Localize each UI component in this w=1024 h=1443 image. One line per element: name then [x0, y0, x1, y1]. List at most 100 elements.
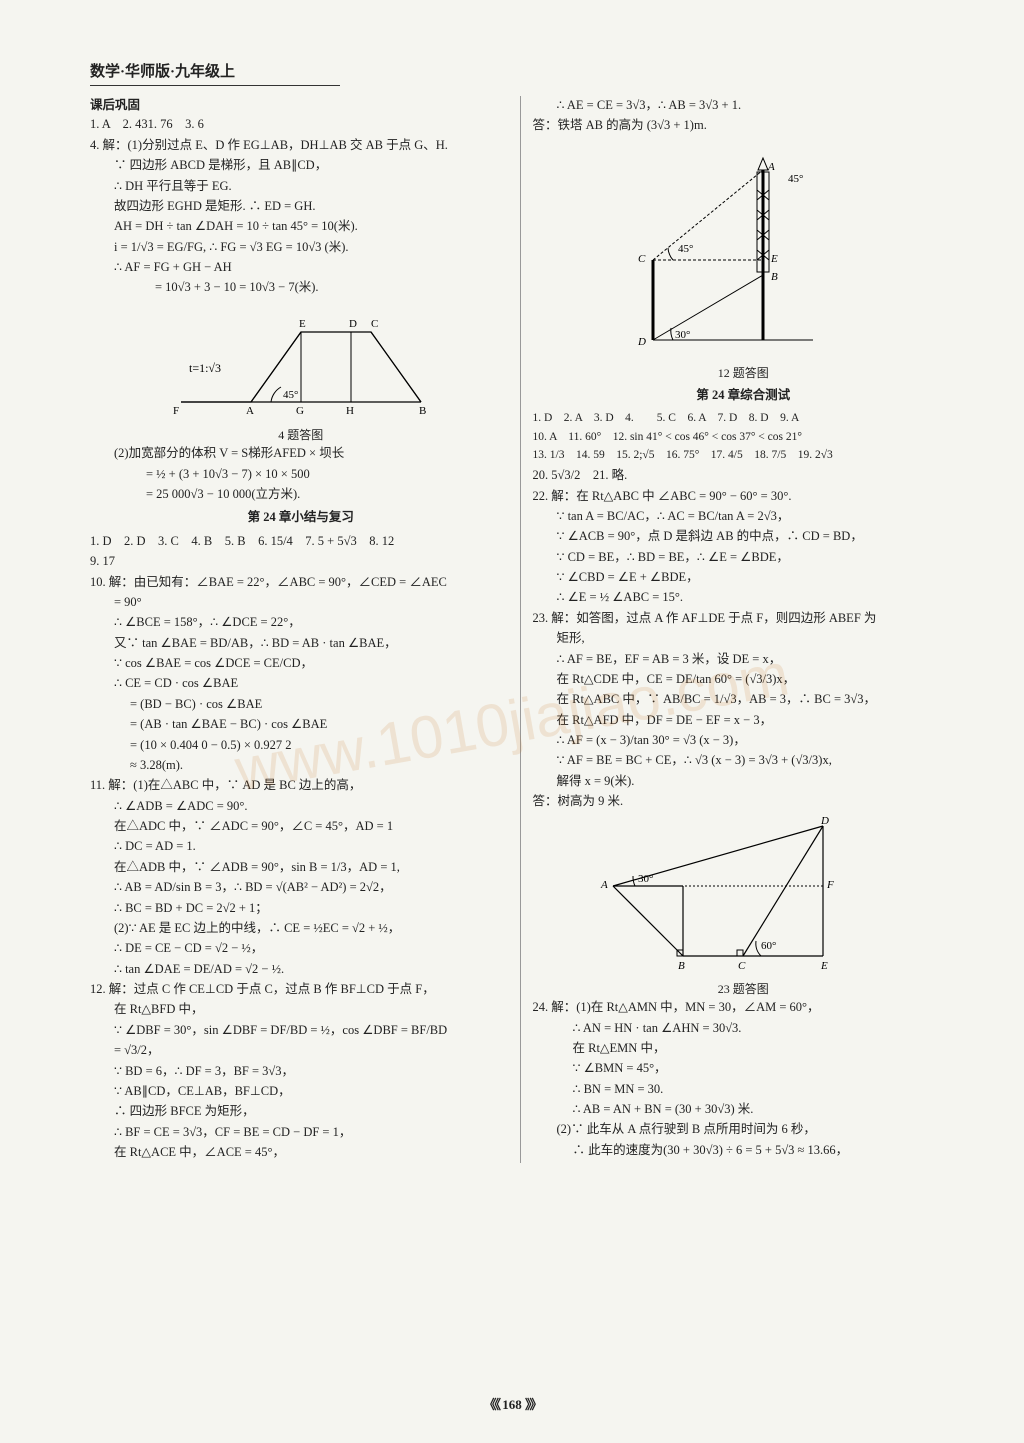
figure-4-label: 4 题答图 [90, 426, 512, 445]
svg-text:60°: 60° [761, 940, 776, 952]
step: = (AB · tan ∠BAE − BC) · cos ∠BAE [90, 715, 512, 734]
answer-line: 13. 1/3 14. 59 15. 2;√5 16. 75° 17. 4/5 … [533, 447, 955, 465]
step: ∵ AB∥CD，CE⊥AB，BF⊥CD， [90, 1082, 512, 1101]
answer-line: 1. A 2. 431. 76 3. 6 [90, 115, 512, 134]
figure-12-label: 12 题答图 [533, 364, 955, 383]
svg-text:E: E [299, 318, 306, 330]
svg-text:C: C [638, 253, 646, 265]
svg-text:E: E [770, 253, 778, 265]
section-title: 第 24 章小结与复习 [90, 508, 512, 527]
step: 在 Rt△ACE 中，∠ACE = 45°， [90, 1143, 512, 1162]
svg-text:30°: 30° [638, 873, 653, 885]
answer-line: 9. 17 [90, 552, 512, 571]
answer-line: 20. 5√3/2 21. 略. [533, 466, 955, 485]
step: 解得 x = 9(米). [533, 772, 955, 791]
step: = 10√3 + 3 − 10 = 10√3 − 7(米). [90, 278, 512, 297]
solution-line: 24. 解：(1)在 Rt△AMN 中，MN = 30，∠AM = 60°， [533, 998, 955, 1017]
step: ∴ DC = AD = 1. [90, 837, 512, 856]
left-column: 课后巩固 1. A 2. 431. 76 3. 6 4. 解：(1)分别过点 E… [90, 96, 521, 1163]
step: = (BD − BC) · cos ∠BAE [90, 695, 512, 714]
svg-text:A: A [246, 405, 254, 417]
step: ∴ DH 平行且等于 EG. [90, 177, 512, 196]
answer-line: 答：树高为 9 米. [533, 792, 955, 811]
step: ∵ BD = 6，∴ DF = 3，BF = 3√3， [90, 1062, 512, 1081]
svg-text:E: E [820, 960, 828, 972]
step: (2)∵ AE 是 EC 边上的中线，∴ CE = ½EC = √2 + ½， [90, 919, 512, 938]
solution-line: 4. 解：(1)分别过点 E、D 作 EG⊥AB，DH⊥AB 交 AB 于点 G… [90, 136, 512, 155]
svg-text:D: D [820, 816, 829, 827]
step: ∵ cos ∠BAE = cos ∠DCE = CE/CD， [90, 654, 512, 673]
step: ∴ BN = MN = 30. [533, 1080, 955, 1099]
step: ∴ ∠ADB = ∠ADC = 90°. [90, 797, 512, 816]
step: ∴ BF = CE = 3√3，CF = BE = CD − DF = 1， [90, 1123, 512, 1142]
svg-text:30°: 30° [675, 329, 690, 341]
svg-text:t=1:√3: t=1:√3 [189, 361, 221, 375]
step: ∵ ∠DBF = 30°，sin ∠DBF = DF/BD = ½，cos ∠D… [90, 1021, 512, 1040]
step: 在△ADB 中，∵ ∠ADB = 90°，sin B = 1/3，AD = 1, [90, 858, 512, 877]
step: ∴ BC = BD + DC = 2√2 + 1； [90, 899, 512, 918]
figure-4: 45° t=1:√3 E D C F A G H B [161, 302, 441, 422]
figure-23-label: 23 题答图 [533, 980, 955, 999]
chevron-right-icon: 》》 [525, 1397, 541, 1412]
svg-text:D: D [349, 318, 357, 330]
svg-text:B: B [419, 405, 426, 417]
svg-text:D: D [637, 336, 646, 348]
step: = 25 000√3 − 10 000(立方米). [90, 485, 512, 504]
solution-line: 10. 解：由已知有：∠BAE = 22°，∠ABC = 90°，∠CED = … [90, 573, 512, 592]
step: ∴ AB = AD/sin B = 3，∴ BD = √(AB² − AD²) … [90, 878, 512, 897]
page-header: 数学·华师版·九年级上 [90, 60, 340, 86]
step: ∴ 此车的速度为(30 + 30√3) ÷ 6 = 5 + 5√3 ≈ 13.6… [533, 1141, 955, 1160]
svg-text:B: B [678, 960, 685, 972]
step: 在 Rt△CDE 中，CE = DE/tan 60° = (√3/3)x， [533, 670, 955, 689]
chevron-left-icon: 《《 [483, 1397, 499, 1412]
answer-line: 答：铁塔 AB 的高为 (3√3 + 1)m. [533, 116, 955, 135]
section-title: 课后巩固 [90, 96, 512, 115]
solution-line: 23. 解：如答图，过点 A 作 AF⊥DE 于点 F，则四边形 ABEF 为 [533, 609, 955, 628]
step: ∵ ∠BMN = 45°， [533, 1059, 955, 1078]
answer-line: 10. A 11. 60° 12. sin 41° < cos 46° < co… [533, 429, 955, 447]
step: 在 Rt△ABC 中，∵ AB/BC = 1/√3，AB = 3，∴ BC = … [533, 690, 955, 709]
step: 矩形, [533, 629, 955, 648]
page-number-value: 168 [502, 1397, 522, 1412]
solution-line: 22. 解：在 Rt△ABC 中 ∠ABC = 90° − 60° = 30°. [533, 487, 955, 506]
svg-text:A: A [767, 161, 775, 173]
answer-line: 1. D 2. A 3. D 4. 5. C 6. A 7. D 8. D 9.… [533, 410, 955, 428]
step: 在△ADC 中，∵ ∠ADC = 90°，∠C = 45°，AD = 1 [90, 817, 512, 836]
step: (2)加宽部分的体积 V = S梯形AFED × 坝长 [90, 444, 512, 463]
svg-text:F: F [173, 405, 179, 417]
step: AH = DH ÷ tan ∠DAH = 10 ÷ tan 45° = 10(米… [90, 217, 512, 236]
step: 在 Rt△EMN 中， [533, 1039, 955, 1058]
step: = √3/2， [90, 1041, 512, 1060]
step: ∵ ∠ACB = 90°，点 D 是斜边 AB 的中点，∴ CD = BD， [533, 527, 955, 546]
content-columns: 课后巩固 1. A 2. 431. 76 3. 6 4. 解：(1)分别过点 E… [90, 96, 954, 1163]
step: ∴ tan ∠DAE = DE/AD = √2 − ½. [90, 960, 512, 979]
step: ∵ ∠CBD = ∠E + ∠BDE， [533, 568, 955, 587]
step: 故四边形 EGHD 是矩形. ∴ ED = GH. [90, 197, 512, 216]
svg-text:B: B [771, 271, 778, 283]
svg-text:45°: 45° [788, 173, 803, 185]
step: (2)∵ 此车从 A 点行驶到 B 点所用时间为 6 秒， [533, 1120, 955, 1139]
step: ∴ AN = HN · tan ∠AHN = 30√3. [533, 1019, 955, 1038]
step: ∴ AF = (x − 3)/tan 30° = √3 (x − 3)， [533, 731, 955, 750]
step: ∵ tan A = BC/AC，∴ AC = BC/tan A = 2√3， [533, 507, 955, 526]
step: ∵ CD = BE，∴ BD = BE，∴ ∠E = ∠BDE， [533, 548, 955, 567]
step: ∴ AF = BE，EF = AB = 3 米，设 DE = x， [533, 650, 955, 669]
page-number: 《《 168 》》 [483, 1394, 540, 1413]
step: i = 1/√3 = EG/FG, ∴ FG = √3 EG = 10√3 (米… [90, 238, 512, 257]
step: ∵ AF = BE = BC + CE，∴ √3 (x − 3) = 3√3 +… [533, 751, 955, 770]
svg-text:A: A [600, 879, 608, 891]
step: 在 Rt△BFD 中， [90, 1000, 512, 1019]
step: ≈ 3.28(m). [90, 756, 512, 775]
svg-text:F: F [826, 879, 834, 891]
svg-text:G: G [296, 405, 304, 417]
svg-text:H: H [346, 405, 354, 417]
step: ∴ DE = CE − CD = √2 − ½， [90, 939, 512, 958]
step: 在 Rt△AFD 中，DF = DE − EF = x − 3， [533, 711, 955, 730]
figure-12: 45° 30° 45° A C E B D [593, 140, 833, 360]
section-title: 第 24 章综合测试 [533, 386, 955, 405]
step: ∴ ∠BCE = 158°，∴ ∠DCE = 22°， [90, 613, 512, 632]
step: ∵ 四边形 ABCD 是梯形，且 AB∥CD， [90, 156, 512, 175]
step: = (10 × 0.404 0 − 0.5) × 0.927 2 [90, 736, 512, 755]
step: = ½ + (3 + 10√3 − 7) × 10 × 500 [90, 465, 512, 484]
step: ∴ ∠E = ½ ∠ABC = 15°. [533, 588, 955, 607]
